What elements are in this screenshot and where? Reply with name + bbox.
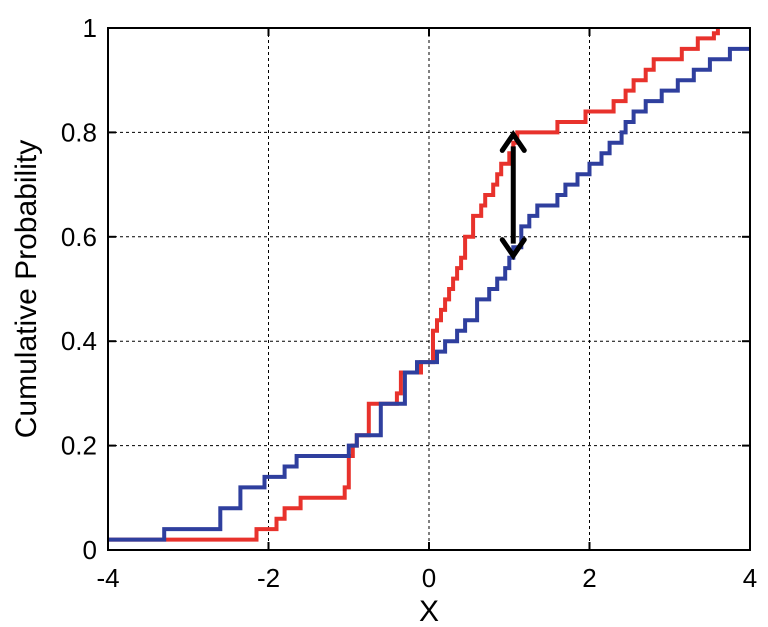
tick-marks	[107, 27, 751, 551]
x-tick-label: -2	[257, 563, 280, 593]
series-blue-step-line	[108, 46, 750, 542]
y-tick-label: 0.6	[61, 222, 97, 252]
y-tick-label: 0	[83, 535, 97, 565]
y-tick-label: 0.2	[61, 431, 97, 461]
annotation-layer	[499, 129, 527, 261]
x-tick-label: 4	[743, 563, 757, 593]
y-tick-labels: 0 0.2 0.4 0.6 0.8 1	[61, 13, 97, 565]
x-tick-label: 2	[582, 563, 596, 593]
grid-lines	[108, 28, 750, 550]
y-tick-label: 0.4	[61, 326, 97, 356]
arrow-head-up	[499, 129, 527, 153]
series-layer	[108, 28, 750, 542]
double-arrow-annotation	[499, 129, 527, 261]
y-axis-label: Cumulative Probability	[10, 140, 43, 438]
y-tick-label: 1	[83, 13, 97, 43]
arrow-head-down	[499, 237, 527, 261]
x-tick-labels: -4 -2 0 2 4	[96, 563, 757, 593]
y-tick-label: 0.8	[61, 117, 97, 147]
x-axis-label: X	[419, 595, 439, 627]
x-tick-label: 0	[422, 563, 436, 593]
x-tick-label: -4	[96, 563, 119, 593]
